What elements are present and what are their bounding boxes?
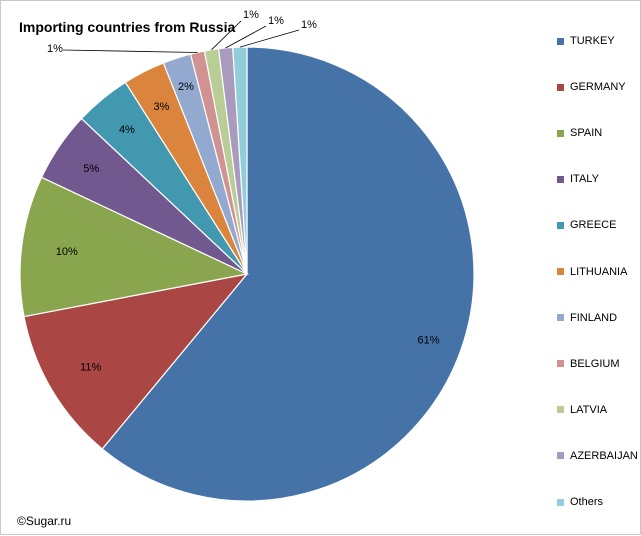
legend-item-italy: ITALY: [557, 172, 599, 186]
data-label-germany: 11%: [80, 361, 101, 373]
legend-item-lithuania: LITHUANIA: [557, 265, 627, 279]
leader-line-azerbaijan: [225, 25, 267, 49]
leader-lines: [62, 20, 300, 53]
pie-slice-turkey: [101, 46, 475, 502]
legend-label: GREECE: [570, 219, 617, 232]
data-label-greece: 4%: [119, 124, 135, 136]
data-label-turkey: 61%: [417, 334, 439, 346]
legend-label: LATVIA: [570, 403, 608, 416]
legend-swatch: [557, 498, 564, 506]
legend-label: SPAIN: [570, 127, 603, 140]
legend-item-greece: GREECE: [557, 218, 616, 232]
legend-item-spain: SPAIN: [557, 126, 602, 140]
leader-line-others: [239, 29, 300, 48]
data-label-others: 1%: [301, 19, 317, 31]
leader-line-belgium: [62, 49, 198, 53]
legend-swatch: [557, 37, 564, 45]
leader-line-latvia: [211, 20, 242, 51]
data-label-latvia: 1%: [243, 9, 259, 21]
legend-item-belgium: BELGIUM: [557, 357, 620, 371]
legend-swatch: [557, 452, 564, 460]
data-label-finland: 2%: [178, 81, 194, 93]
legend-item-azerbaijan: AZERBAIJAN: [557, 449, 638, 463]
data-label-spain: 10%: [56, 246, 78, 258]
legend-swatch: [557, 175, 564, 183]
pie-slice-others: [232, 46, 248, 275]
legend-label: Others: [570, 496, 604, 508]
pie-slices: [19, 46, 475, 502]
legend-label: AZERBAIJAN: [570, 449, 638, 462]
legend-swatch: [557, 129, 564, 137]
legend-label: GERMANY: [570, 81, 626, 94]
pie-slice-spain: [19, 176, 249, 318]
legend-swatch: [557, 360, 564, 368]
legend-swatch: [557, 221, 564, 229]
legend-item-latvia: LATVIA: [557, 403, 607, 417]
legend-item-turkey: TURKEY: [557, 34, 615, 48]
pie-slice-germany: [23, 273, 249, 450]
legend-item-finland: FINLAND: [557, 311, 617, 325]
legend-swatch: [557, 406, 564, 414]
legend-item-others: Others: [557, 495, 603, 509]
legend-label: BELGIUM: [570, 357, 620, 370]
chart-title: Importing countries from Russia: [19, 19, 236, 35]
legend-swatch: [557, 268, 564, 275]
data-labels: 61% 11% 10% 5% 4% 3% 2% 1% 1% 1% 1%: [47, 9, 440, 373]
legend-swatch: [557, 83, 564, 91]
legend-swatch: [557, 314, 564, 322]
credit-text: ©Sugar.ru: [17, 514, 72, 528]
legend-label: FINLAND: [570, 311, 618, 324]
data-label-lithuania: 3%: [154, 101, 170, 113]
data-label-azerbaijan: 1%: [268, 15, 284, 27]
legend-label: LITHUANIA: [570, 265, 628, 278]
legend-item-germany: GERMANY: [557, 80, 626, 94]
data-label-belgium: 1%: [47, 43, 63, 55]
legend-label: ITALY: [570, 173, 599, 186]
data-label-italy: 5%: [83, 163, 99, 175]
legend-label: TURKEY: [570, 35, 615, 47]
